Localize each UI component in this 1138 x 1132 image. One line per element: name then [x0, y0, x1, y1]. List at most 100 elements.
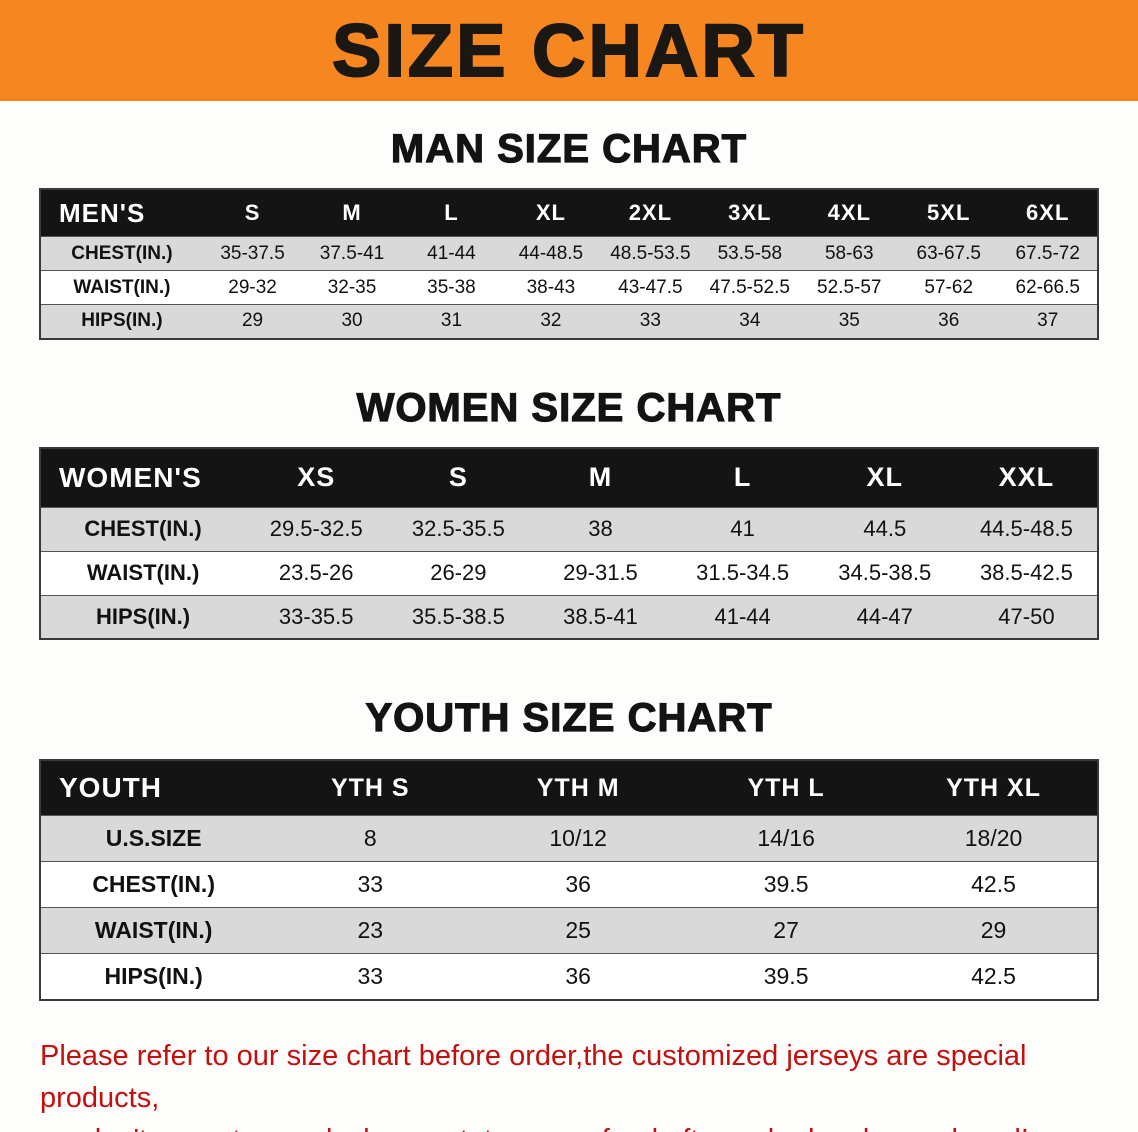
- table-row: CHEST(IN.) 33 36 39.5 42.5: [40, 861, 1098, 908]
- table-corner-label: MEN'S: [40, 189, 203, 237]
- table-row: CHEST(IN.) 35-37.5 37.5-41 41-44 44-48.5 48.5…: [40, 236, 1098, 271]
- men-section-title: MAN SIZE CHART: [390, 126, 748, 171]
- table-cell: 33: [357, 871, 384, 897]
- column-header: YTH L: [682, 760, 891, 816]
- table-cell: 35-37.5: [220, 242, 285, 264]
- table-cell: 41: [730, 516, 755, 541]
- table-cell: 32.5-35.5: [411, 516, 505, 541]
- table-cell: 38.5-42.5: [979, 560, 1073, 585]
- table-cell: 37: [1037, 310, 1059, 332]
- row-label: CHEST(IN.): [84, 516, 202, 541]
- table-cell: 32-35: [327, 276, 377, 298]
- table-cell: 38: [588, 516, 613, 541]
- table-cell: 39.5: [763, 871, 809, 897]
- table-cell: 53.5-58: [717, 242, 783, 264]
- table-cell: 58-63: [824, 242, 874, 264]
- row-label: HIPS(IN.): [96, 603, 191, 629]
- column-header: 4XL: [799, 189, 899, 237]
- table-cell: 36: [938, 310, 960, 332]
- table-cell: 41-44: [427, 242, 476, 264]
- table-cell: 26-29: [430, 560, 487, 585]
- table-cell: 25: [565, 917, 591, 943]
- table-cell: 14/16: [757, 825, 815, 851]
- row-label: HIPS(IN.): [81, 310, 163, 332]
- table-cell: 33-35.5: [278, 603, 354, 629]
- table-cell: 30: [341, 310, 363, 332]
- table-cell: 23: [357, 917, 384, 943]
- table-cell: 35-38: [427, 276, 476, 298]
- column-header: 2XL: [600, 189, 701, 237]
- table-row: WAIST(IN.) 23.5-26 26-29 29-31.5 31.5-34.5 34…: [40, 551, 1098, 595]
- table-cell: 33: [357, 962, 384, 989]
- row-label: U.S.SIZE: [105, 825, 202, 851]
- table-cell: 38-43: [526, 276, 576, 298]
- table-row: HIPS(IN.) 33 36 39.5 42.5: [40, 953, 1098, 1000]
- table-header-row: WOMEN'S XS S M L XL XXL: [40, 447, 1098, 507]
- table-row: WAIST(IN.) 23 25 27 29: [40, 907, 1098, 954]
- table-cell: 48.5-53.5: [610, 242, 691, 264]
- row-label: WAIST(IN.): [86, 560, 200, 585]
- table-cell: 44.5: [863, 516, 907, 541]
- women-size-table: WOMEN'S XS S M L XL XXL CHEST(IN.) 29.5-32.5 32.5…: [39, 446, 1099, 640]
- table-cell: 38.5-41: [563, 603, 638, 629]
- column-header: XXL: [955, 447, 1098, 507]
- table-cell: 35.5-38.5: [411, 603, 505, 629]
- table-cell: 27: [773, 917, 799, 943]
- table-cell: 67.5-72: [1015, 242, 1080, 264]
- column-header: L: [671, 447, 814, 507]
- table-cell: 63-67.5: [916, 242, 981, 264]
- table-cell: 32: [540, 310, 562, 332]
- column-header: XS: [245, 447, 388, 507]
- column-header: XL: [813, 447, 956, 507]
- banner: SIZE CHART: [0, 0, 1138, 101]
- column-header: L: [401, 189, 502, 237]
- table-cell: 44-48.5: [518, 242, 584, 264]
- column-header: YTH M: [474, 760, 683, 816]
- table-cell: 41-44: [714, 603, 771, 629]
- table-cell: 43-47.5: [618, 276, 683, 298]
- table-cell: 29: [980, 917, 1007, 943]
- table-cell: 29-31.5: [563, 560, 638, 585]
- column-header: 6XL: [998, 189, 1098, 237]
- table-header-row: MEN'S S M L XL 2XL 3XL 4XL 5XL 6XL: [40, 189, 1098, 237]
- table-cell: 29-32: [228, 276, 277, 298]
- column-header: XL: [501, 189, 601, 237]
- table-cell: 18/20: [964, 825, 1023, 851]
- table-cell: 31: [440, 310, 463, 332]
- disclaimer-line-1: Please refer to our size chart before or…: [40, 1039, 1027, 1114]
- table-cell: 8: [363, 825, 377, 851]
- table-cell: 57-62: [924, 276, 974, 298]
- table-row: U.S.SIZE 8 10/12 14/16 18/20: [40, 815, 1098, 862]
- table-corner-label: YOUTH: [40, 760, 267, 816]
- size-chart-content: MAN SIZE CHART MEN'S S M L XL 2XL 3XL 4XL 5XL 6XL…: [0, 101, 1138, 1132]
- column-header: YTH S: [266, 760, 475, 816]
- table-cell: 44.5-48.5: [979, 516, 1073, 541]
- disclaimer-line-2: we don't accept cancel, change, teturn o…: [40, 1124, 1029, 1132]
- table-corner-label: WOMEN'S: [40, 447, 246, 507]
- table-row: CHEST(IN.) 29.5-32.5 32.5-35.5 38 41 44.5 44.5…: [40, 507, 1098, 551]
- table-cell: 35: [838, 310, 860, 332]
- table-cell: 29: [241, 310, 264, 332]
- row-label: WAIST(IN.): [94, 917, 213, 943]
- table-cell: 42.5: [971, 871, 1016, 897]
- row-label: CHEST(IN.): [71, 242, 173, 264]
- table-cell: 23.5-26: [278, 560, 354, 585]
- column-header: M: [302, 189, 402, 237]
- table-cell: 62-66.5: [1015, 276, 1080, 298]
- column-header: S: [387, 447, 530, 507]
- table-cell: 44-47: [856, 603, 913, 629]
- table-cell: 37.5-41: [319, 242, 385, 264]
- table-cell: 33: [639, 310, 661, 332]
- column-header: S: [202, 189, 303, 237]
- disclaimer-note: Please refer to our size chart before or…: [0, 1001, 1138, 1132]
- table-cell: 36: [565, 871, 591, 897]
- table-row: WAIST(IN.) 29-32 32-35 35-38 38-43 43-47.5 47.…: [40, 270, 1098, 305]
- row-label: WAIST(IN.): [73, 276, 171, 298]
- column-header: 3XL: [700, 189, 800, 237]
- table-cell: 39.5: [763, 962, 809, 989]
- column-header: 5XL: [899, 189, 999, 237]
- row-label: CHEST(IN.): [92, 871, 215, 897]
- youth-section-title: YOUTH SIZE CHART: [365, 695, 773, 740]
- table-row: HIPS(IN.) 29 30 31 32 33 34 35 36 37: [40, 304, 1098, 339]
